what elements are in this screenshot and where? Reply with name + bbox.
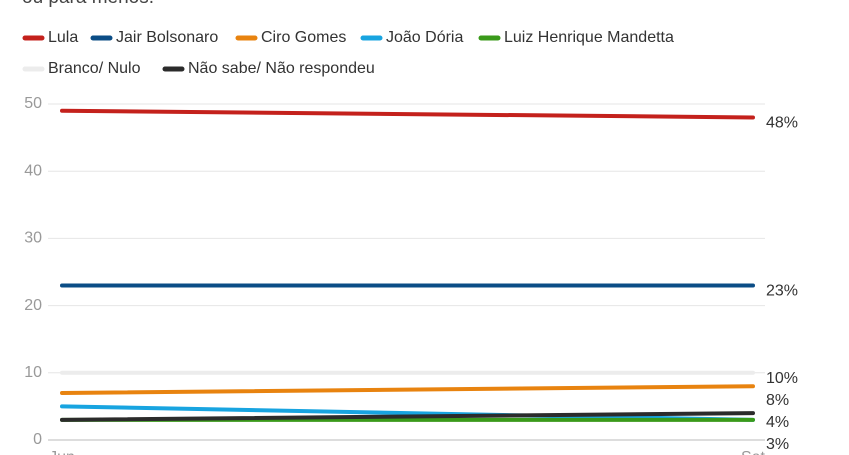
y-tick-label: 40 xyxy=(24,162,42,179)
end-label: 10% xyxy=(766,370,798,387)
x-tick-label: Jun xyxy=(49,449,75,455)
end-label: 48% xyxy=(766,115,798,132)
series-line xyxy=(60,404,755,422)
legend-label: Não sabe/ Não respondeu xyxy=(188,60,375,77)
series-line xyxy=(60,384,755,395)
subtitle: ou para menos. xyxy=(22,0,154,8)
end-label: 3% xyxy=(766,436,789,453)
legend-label: Lula xyxy=(48,29,78,46)
legend-label: Branco/ Nulo xyxy=(48,60,141,77)
end-label: 23% xyxy=(766,283,798,300)
end-label: 4% xyxy=(766,414,789,431)
y-tick-label: 0 xyxy=(33,431,42,448)
legend-label: Luiz Henrique Mandetta xyxy=(504,29,674,46)
series-line xyxy=(60,411,755,422)
y-tick-label: 50 xyxy=(24,95,42,112)
y-tick-label: 10 xyxy=(24,364,42,381)
x-tick-label: Set xyxy=(741,449,766,455)
legend-label: Ciro Gomes xyxy=(261,29,346,46)
legend-label: Jair Bolsonaro xyxy=(116,29,218,46)
y-tick-label: 30 xyxy=(24,230,42,247)
end-label: 8% xyxy=(766,392,789,409)
series-line xyxy=(60,108,755,120)
legend-label: João Dória xyxy=(386,29,463,46)
y-tick-label: 20 xyxy=(24,297,42,314)
